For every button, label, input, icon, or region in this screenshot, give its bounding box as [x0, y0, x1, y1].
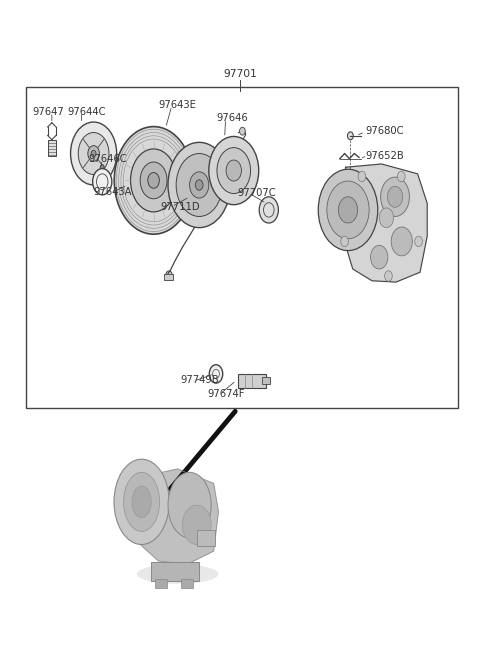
Text: 97644C: 97644C — [67, 106, 106, 117]
Text: 97647: 97647 — [33, 106, 64, 117]
Text: 97701: 97701 — [223, 69, 257, 79]
Circle shape — [341, 236, 348, 247]
Text: 97646: 97646 — [216, 113, 248, 123]
Circle shape — [91, 150, 96, 157]
Circle shape — [240, 127, 245, 135]
Circle shape — [93, 169, 112, 195]
Circle shape — [217, 148, 251, 194]
Circle shape — [318, 169, 378, 251]
Ellipse shape — [132, 486, 151, 518]
Text: 97652B: 97652B — [366, 151, 405, 161]
Bar — [155, 579, 167, 588]
Bar — [164, 274, 173, 280]
Ellipse shape — [168, 472, 211, 538]
Circle shape — [71, 122, 117, 185]
Circle shape — [168, 142, 230, 228]
Circle shape — [259, 197, 278, 223]
Text: 97646C: 97646C — [89, 154, 127, 164]
Circle shape — [78, 133, 109, 174]
Circle shape — [348, 132, 353, 140]
Text: 97643A: 97643A — [94, 186, 132, 197]
Bar — [238, 374, 266, 388]
Bar — [181, 579, 193, 588]
Circle shape — [387, 186, 403, 207]
Text: 97680C: 97680C — [366, 126, 404, 136]
Circle shape — [176, 154, 222, 216]
Ellipse shape — [137, 564, 218, 584]
Circle shape — [131, 149, 177, 212]
Ellipse shape — [182, 505, 211, 544]
Circle shape — [379, 208, 394, 228]
Circle shape — [148, 173, 159, 188]
Circle shape — [166, 271, 172, 280]
Bar — [26, 87, 458, 408]
Text: 97749B: 97749B — [180, 375, 218, 386]
Bar — [48, 140, 56, 156]
Circle shape — [190, 172, 209, 198]
Text: 97674F: 97674F — [207, 388, 245, 399]
Circle shape — [358, 171, 366, 182]
Ellipse shape — [114, 459, 169, 544]
Circle shape — [209, 365, 223, 383]
Bar — [197, 530, 215, 546]
Circle shape — [100, 165, 104, 170]
Circle shape — [381, 177, 409, 216]
Text: 97643E: 97643E — [158, 100, 196, 110]
Bar — [262, 377, 270, 384]
Circle shape — [391, 227, 412, 256]
Circle shape — [140, 162, 167, 199]
Text: 97711D: 97711D — [161, 201, 201, 212]
Polygon shape — [341, 164, 427, 282]
Circle shape — [114, 127, 193, 234]
Circle shape — [371, 245, 388, 269]
Circle shape — [226, 160, 241, 181]
Circle shape — [88, 146, 99, 161]
Polygon shape — [130, 469, 218, 564]
Circle shape — [195, 180, 203, 190]
Text: 97707C: 97707C — [238, 188, 276, 198]
Circle shape — [384, 271, 392, 281]
Circle shape — [397, 171, 405, 182]
Bar — [151, 562, 199, 581]
Circle shape — [338, 197, 358, 223]
Circle shape — [209, 136, 259, 205]
Ellipse shape — [124, 472, 159, 531]
Circle shape — [415, 236, 422, 247]
Circle shape — [327, 181, 369, 239]
